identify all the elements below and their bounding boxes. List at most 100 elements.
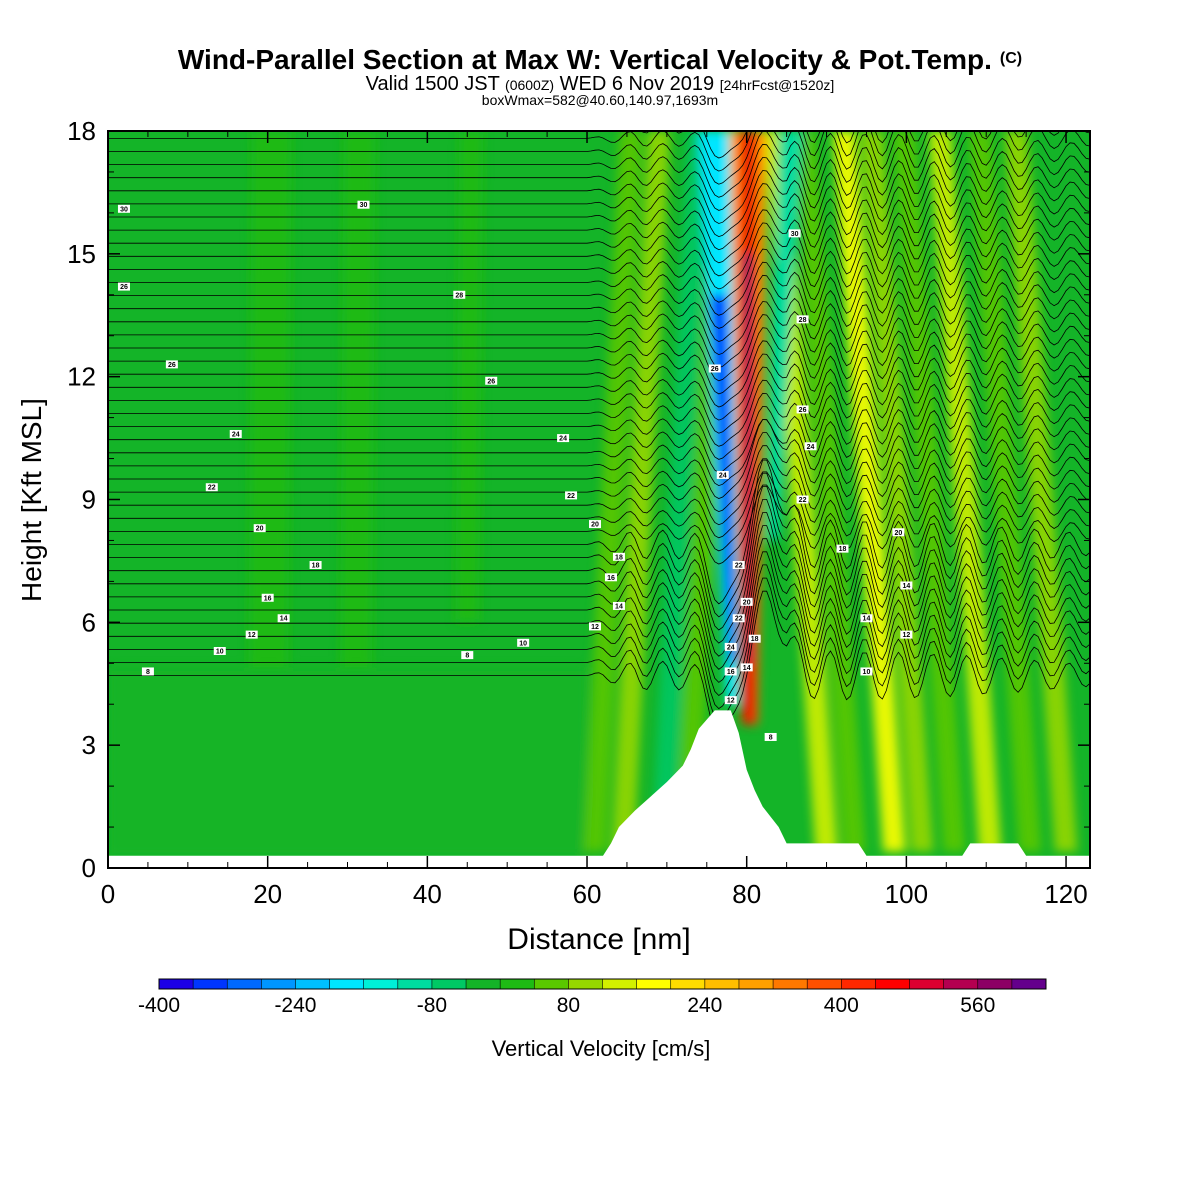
x-tick-label: 0 [101,879,115,909]
theta-contour [108,340,1090,408]
contour-label-bg [860,614,873,623]
colorbar-tick-label: -400 [138,994,180,1017]
theta-contour [108,156,1090,224]
contour-label-bg [740,597,753,606]
colorbar-tick-label: 240 [687,994,722,1017]
contour-label: 22 [208,485,216,492]
contour-label: 14 [280,616,288,623]
colorbar-swatch [159,979,194,989]
x-tick-label: 20 [253,879,282,909]
colorbar-swatch [875,979,911,989]
colorbar-swatch [397,979,433,989]
contour-label-bg [309,561,322,570]
contour-label: 28 [799,317,807,324]
field-band [611,131,671,852]
contour-label: 24 [727,644,735,651]
colorbar-tick-label: -240 [274,994,316,1017]
theta-contour [108,183,1090,251]
contour-label-bg [453,290,466,299]
contour-label-bg [724,696,737,705]
colorbar-swatch [773,979,808,989]
theta-contour [108,525,1090,670]
contour-label: 10 [863,669,871,676]
contour-label-bg [253,524,266,533]
x-tick-label: 60 [573,879,602,909]
colorbar-swatch [738,979,774,989]
contour-label: 26 [487,378,495,385]
x-axis-label: Distance [nm] [507,923,691,956]
y-tick-label: 3 [82,730,96,760]
colorbar-swatch [466,979,501,989]
theta-contour [108,131,1090,172]
theta-contour [108,445,1090,526]
contour-label: 14 [902,583,910,590]
contour-label: 16 [727,669,735,676]
field-band [455,131,484,623]
contour-label: 26 [120,284,128,291]
y-tick-label: 0 [82,853,96,883]
contour-label: 14 [743,665,751,672]
forecast-info: [24hrFcst@1520z] [719,77,835,93]
contour-label-bg [565,491,578,500]
terrain-profile [108,710,1090,868]
theta-contour [108,209,1090,277]
contour-label: 24 [807,444,815,451]
theta-contour [108,472,1090,618]
theta-contour [108,379,1090,447]
colorbar-swatch [500,979,535,989]
theta-contour [108,131,1090,185]
title-main: Wind-Parallel Section at Max W: Vertical… [177,44,992,75]
colorbar-swatch [943,979,979,989]
theta-contour [108,551,1090,697]
colorbar-swatch [568,979,603,989]
theta-contour [108,419,1090,499]
contour-label: 10 [216,648,224,655]
contour-label-bg [836,544,849,553]
contour-label: 22 [567,493,575,500]
field-band [339,131,376,746]
colorbar-swatch [602,979,638,989]
contour-label: 22 [735,616,743,623]
theta-contour [108,471,1090,552]
colorbar-swatch [636,979,672,989]
field-band [651,131,710,852]
theta-contour [108,274,1090,342]
x-tick-label: 40 [413,879,442,909]
colorbar-tick-label: 400 [824,994,859,1017]
colorbar-swatch [977,979,1013,989]
contour-label: 18 [839,546,847,553]
contour-label-bg [796,315,809,324]
box-max-info: boxWmax=582@40.60,140.97,1693m [481,92,719,108]
contour-label-bg [517,638,530,647]
contour-label-bg [357,200,370,209]
contour-label-bg [485,376,498,385]
theta-contour [108,235,1090,303]
contour-label: 30 [791,231,799,238]
colorbar-tick-label: 560 [960,994,995,1017]
contour-label-bg [892,528,905,537]
theta-contour [108,143,1090,211]
theta-contour [108,564,1090,710]
contour-label-bg [589,622,602,631]
theta-contour [108,196,1090,264]
page-title: Wind-Parallel Section at Max W: Vertical… [0,44,1200,76]
copyright-mark: (C) [999,50,1023,67]
contour-label-bg [117,282,130,291]
contour-label-bg [860,667,873,676]
contour-label-bg [796,405,809,414]
y-tick-label: 15 [67,239,96,269]
theta-contour [108,405,1090,473]
contour-label: 18 [312,563,320,570]
field-band [583,131,643,852]
contour-label-bg [557,434,570,443]
colorbar-swatch [807,979,842,989]
contour-label: 14 [863,616,871,623]
theta-contour [108,327,1090,395]
x-tick-label: 120 [1044,879,1087,909]
y-axis-label: Height [Kft MSL] [16,398,47,602]
theta-contour [108,366,1090,434]
contour-label-bg [716,470,729,479]
contour-label: 20 [256,526,264,533]
axes: 0 20 40 60 80 100 120 0 3 6 9 12 15 18 [67,116,1090,909]
